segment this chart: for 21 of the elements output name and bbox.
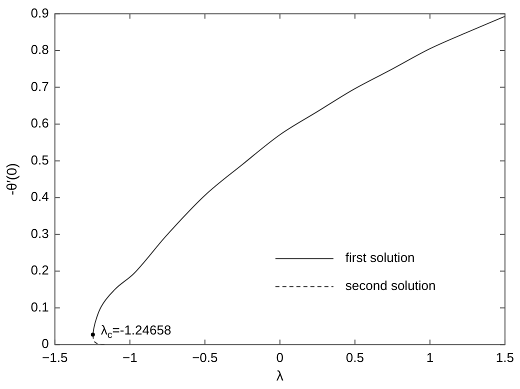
y-tick-label: 0 — [42, 336, 49, 352]
x-axis-title: λ — [276, 367, 284, 384]
y-tick-label: 0.9 — [30, 5, 49, 20]
y-tick-label: 0.7 — [30, 78, 49, 94]
y-axis-title: -θ′(0) — [3, 163, 20, 196]
x-tick-label: −1 — [122, 350, 138, 365]
y-tick-label: 0.5 — [30, 152, 49, 168]
x-tick-label: 0 — [276, 350, 284, 365]
y-tick-label: 0.3 — [30, 226, 49, 241]
x-tick-label: 1 — [426, 350, 434, 365]
y-tick-label: 0.1 — [30, 299, 49, 314]
y-tick-label: 0.4 — [30, 189, 49, 204]
legend-label: first solution — [345, 250, 415, 266]
x-tick-label: 0.5 — [346, 350, 364, 365]
x-tick-label: −1.5 — [42, 350, 68, 365]
y-tick-label: 0.2 — [30, 262, 49, 278]
x-tick-label: 1.5 — [496, 350, 514, 365]
y-tick-label: 0.8 — [30, 42, 49, 58]
legend-label: second solution — [345, 278, 436, 294]
x-tick-label: −0.5 — [192, 350, 218, 365]
y-tick-label: 0.6 — [30, 116, 49, 131]
